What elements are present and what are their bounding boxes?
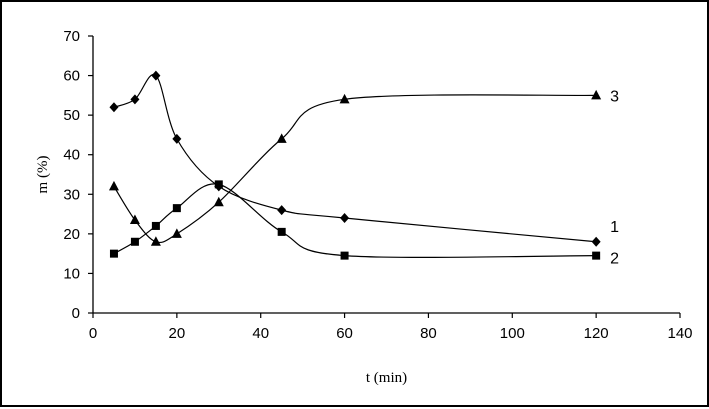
series-line — [113, 94, 597, 244]
data-point-triangle — [339, 93, 350, 104]
x-tick-label: 20 — [169, 325, 186, 342]
y-axis-title: m (%) — [35, 156, 51, 194]
data-point-triangle — [213, 196, 224, 207]
x-tick-label: 100 — [500, 325, 525, 342]
y-tick-label: 10 — [63, 265, 80, 282]
x-tick-label: 80 — [420, 325, 437, 342]
y-tick-label: 70 — [63, 28, 80, 45]
x-tick-label: 60 — [336, 325, 353, 342]
x-tick-label: 140 — [667, 325, 692, 342]
axes — [92, 36, 680, 314]
data-point-square — [151, 221, 160, 230]
y-tick-label: 50 — [63, 107, 80, 124]
x-ticks: 0 20 40 60 80 100 120 140 — [89, 313, 693, 342]
x-axis-title: t (min) — [366, 370, 407, 386]
data-point-triangle — [129, 214, 140, 225]
data-point-diamond — [277, 205, 287, 216]
data-point-diamond — [109, 102, 119, 113]
y-tick-label: 30 — [63, 186, 80, 203]
y-tick-label: 20 — [63, 226, 80, 243]
data-point-triangle — [591, 89, 602, 100]
series-label: 2 — [610, 251, 619, 268]
series-1: 1 — [109, 70, 619, 247]
x-tick-label: 0 — [89, 325, 97, 342]
data-point-triangle — [108, 180, 119, 191]
data-point-square — [277, 227, 286, 236]
data-point-diamond — [151, 70, 161, 81]
y-tick-label: 60 — [63, 68, 80, 85]
y-tick-label: 40 — [63, 147, 80, 164]
data-point-square — [109, 249, 118, 258]
data-point-triangle — [150, 236, 161, 246]
data-point-diamond — [130, 94, 140, 105]
y-ticks: 0 10 20 30 40 50 60 70 — [63, 28, 93, 322]
y-tick-label: 0 — [72, 305, 80, 322]
data-point-square — [214, 180, 223, 189]
data-point-diamond — [340, 213, 350, 224]
series-label: 1 — [610, 219, 619, 236]
data-point-triangle — [171, 228, 182, 238]
data-point-triangle — [276, 133, 287, 143]
data-point-square — [130, 237, 139, 246]
data-point-square — [172, 204, 181, 213]
series-layer: 1 2 3 — [108, 70, 619, 268]
series-line — [113, 73, 597, 243]
series-label: 3 — [610, 88, 619, 105]
series-line — [113, 183, 597, 258]
data-point-square — [340, 251, 349, 260]
data-point-diamond — [172, 133, 182, 144]
series-2: 2 — [109, 180, 619, 268]
x-tick-label: 40 — [252, 325, 269, 342]
series-3: 3 — [108, 88, 619, 246]
data-point-diamond — [591, 236, 601, 247]
data-point-square — [592, 251, 601, 260]
x-tick-label: 120 — [584, 325, 609, 342]
